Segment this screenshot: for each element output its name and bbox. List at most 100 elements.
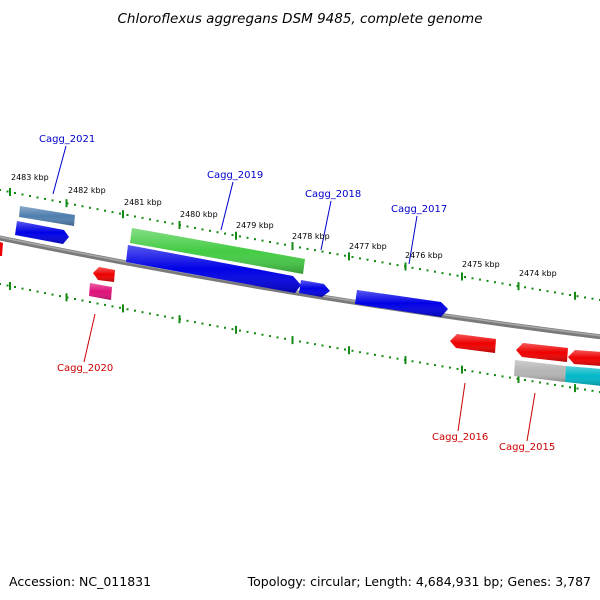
upper-ruler-dot (584, 296, 586, 299)
cagg-2020-leader-line (83, 313, 96, 363)
upper-ruler-dot (0, 189, 1, 191)
lower-ruler-dot (381, 355, 384, 358)
gene-reverse-red-right-1[interactable] (516, 343, 568, 362)
gene-reverse-red-small[interactable] (93, 267, 115, 282)
gene-forward-blue-2[interactable] (126, 245, 301, 293)
gene-cagg-2020-arrow[interactable] (89, 283, 112, 300)
lower-ruler-dot (134, 309, 136, 312)
lower-ruler-dot (246, 330, 249, 333)
lower-ruler-dot (14, 286, 16, 288)
lower-ruler-dot (336, 347, 339, 350)
upper-ruler-dot (561, 292, 564, 295)
lower-ruler-dot (366, 352, 369, 355)
kbp-label-2476: 2476 kbp (405, 251, 443, 260)
upper-ruler-dot (119, 212, 121, 215)
upper-ruler-dot (104, 209, 106, 212)
lower-ruler-dot (509, 376, 511, 379)
lower-ruler-dot (306, 341, 309, 344)
upper-ruler-dot (329, 252, 331, 254)
upper-ruler-dot (531, 287, 534, 290)
upper-ruler-dot (254, 238, 256, 241)
lower-ruler-dot (164, 315, 166, 318)
upper-ruler-dot (456, 274, 459, 277)
lower-ruler-dot (441, 365, 444, 368)
gene-label-cagg-2021[interactable]: Cagg_2021 (39, 134, 95, 145)
gene-cagg-2015-arrow[interactable] (514, 360, 566, 382)
gene-cagg-2021-arrow[interactable] (19, 206, 75, 226)
lower-ruler-dot (426, 362, 429, 365)
upper-ruler-dot (501, 282, 504, 285)
gene-label-cagg-2016[interactable]: Cagg_2016 (432, 432, 488, 443)
gene-cagg-2016-arrow[interactable] (450, 334, 496, 353)
lower-ruler-dot (216, 325, 219, 328)
lower-ruler-dot (201, 322, 204, 325)
lower-ruler-dot (276, 336, 279, 339)
gene-label-cagg-2019[interactable]: Cagg_2019 (207, 170, 263, 181)
upper-ruler-dot (449, 273, 451, 276)
upper-ruler-dot (494, 281, 496, 284)
lower-ruler-dot (261, 333, 264, 336)
lower-ruler-dot (104, 303, 106, 306)
upper-ruler-dot (426, 269, 429, 272)
upper-ruler-dot (186, 225, 189, 228)
lower-ruler-dot (126, 308, 129, 311)
gene-cagg-2019-arrow[interactable] (130, 228, 305, 274)
gene-label-cagg-2018[interactable]: Cagg_2018 (305, 189, 361, 200)
lower-ruler-dot (59, 295, 61, 298)
upper-ruler-dot (299, 246, 301, 249)
lower-ruler-dot (539, 381, 541, 384)
upper-ruler-dot (14, 192, 16, 194)
gene-cagg-2017-arrow[interactable] (355, 290, 448, 317)
lower-ruler-dot (29, 289, 31, 292)
lower-ruler-dot (21, 287, 24, 290)
kbp-label-2479: 2479 kbp (236, 221, 274, 230)
upper-ruler-dot (231, 234, 234, 236)
kbp-label-2481: 2481 kbp (124, 198, 162, 207)
gene-label-cagg-2015[interactable]: Cagg_2015 (499, 442, 555, 453)
lower-ruler-dot (456, 367, 459, 370)
chromosome-backbone (0, 235, 600, 340)
kbp-label-2483: 2483 kbp (11, 173, 49, 182)
upper-ruler-dot (546, 290, 549, 293)
upper-ruler-dot (6, 190, 9, 193)
gene-reverse-red-left[interactable] (0, 242, 3, 256)
upper-ruler-dot (74, 203, 76, 206)
gene-cagg-2018-arrow[interactable] (299, 280, 330, 297)
cagg-2017-leader-line (408, 215, 418, 265)
upper-ruler-dot (44, 197, 46, 200)
lower-ruler-dot (531, 380, 534, 383)
lower-ruler-dot (561, 385, 564, 388)
lower-ruler-dot (171, 316, 174, 319)
lower-ruler-dot (471, 370, 474, 373)
lower-ruler-dot (111, 305, 114, 308)
lower-ruler-dot (36, 290, 39, 293)
cagg-2019-leader-line (220, 181, 234, 231)
cagg-2015-leader-line (526, 392, 536, 442)
cagg-2016-leader-line (457, 382, 466, 432)
lower-ruler-dot (419, 361, 421, 364)
lower-ruler-dot (89, 301, 91, 303)
lower-ruler-dot (149, 312, 151, 315)
gene-reverse-red-right-2[interactable] (568, 350, 600, 366)
lower-ruler-dot (0, 283, 1, 285)
gene-label-cagg-2020[interactable]: Cagg_2020 (57, 363, 113, 374)
lower-ruler-dot (494, 374, 496, 377)
upper-ruler-dot (134, 215, 136, 218)
gene-reverse-cyan[interactable] (565, 366, 600, 386)
cagg-2021-leader-line (52, 145, 67, 195)
upper-ruler-dot (434, 270, 436, 273)
kbp-tick-marks (9, 188, 576, 393)
kbp-label-2478: 2478 kbp (292, 232, 330, 241)
upper-ruler-dot (171, 222, 174, 225)
kbp-label-2475: 2475 kbp (462, 260, 500, 269)
gene-forward-blue-1[interactable] (15, 221, 69, 244)
upper-ruler-dot (509, 283, 511, 286)
gene-label-cagg-2017[interactable]: Cagg_2017 (391, 204, 447, 215)
upper-ruler-dot (284, 243, 286, 246)
upper-ruler-dot (486, 279, 489, 282)
upper-ruler-dot (59, 200, 61, 203)
upper-ruler-dot (539, 288, 541, 291)
upper-ruler-dot (149, 218, 151, 221)
upper-ruler-dot (569, 294, 571, 296)
